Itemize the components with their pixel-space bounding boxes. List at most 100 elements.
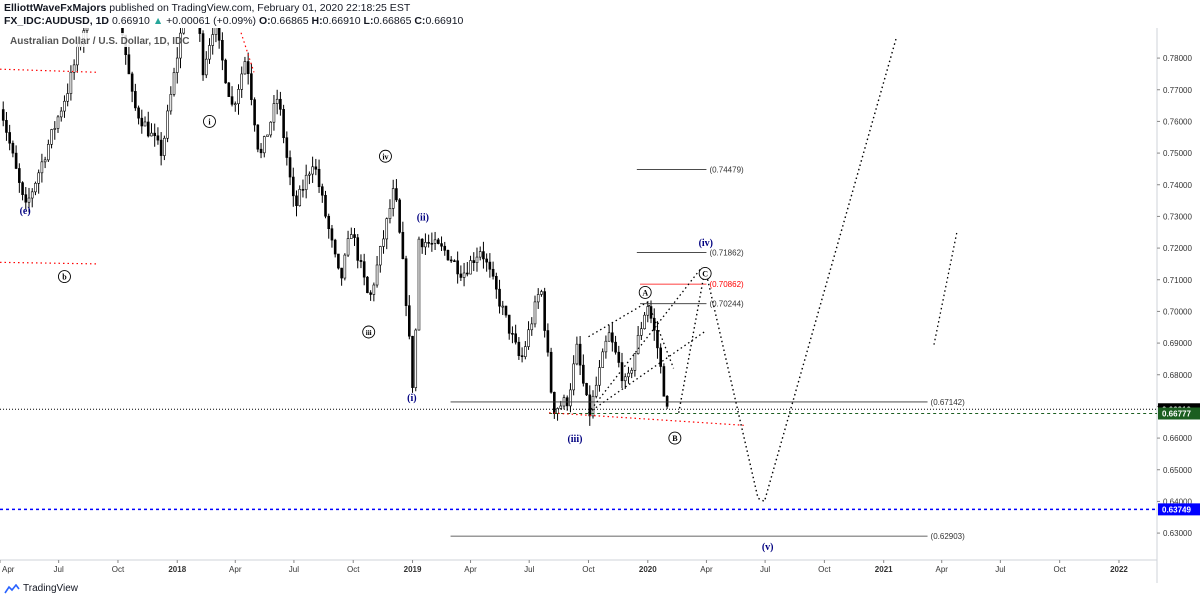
price-tag-label: 0.66777 — [1162, 409, 1191, 418]
x-tick-label: Apr — [700, 565, 713, 574]
candle-body — [221, 39, 224, 61]
drawings-layer: (0.74479) (0.71862) (0.70862) (0.70244) (0.6… — [0, 32, 1157, 541]
candle-body — [501, 305, 505, 308]
x-tick-label: 2021 — [875, 565, 893, 574]
candle-body — [295, 195, 298, 207]
close-label: C: — [414, 15, 426, 27]
candle-body — [382, 238, 385, 247]
price-chart[interactable]: (0.74479) (0.71862) (0.70862) (0.70244) (0.6… — [0, 28, 1200, 583]
candle-body — [559, 405, 563, 409]
candle-body — [250, 73, 253, 100]
y-tick-label: 0.71000 — [1163, 276, 1192, 285]
wave-label: B — [672, 434, 678, 443]
candle-body — [462, 272, 466, 278]
candle-body — [349, 234, 353, 239]
x-tick-label: Apr — [464, 565, 477, 574]
candle-body — [475, 256, 479, 263]
wedge-upper-line — [587, 266, 703, 414]
candle-body — [398, 199, 401, 233]
candle-body — [66, 93, 69, 102]
candle-body — [230, 96, 234, 105]
candle-body — [527, 329, 530, 347]
open-value: 0.66865 — [270, 15, 309, 27]
candle-body — [314, 166, 318, 170]
time-axis[interactable]: Apr Jul Oct 2018 Apr Jul Oct 2019 Apr Jul Oct 2020 A… — [0, 560, 1128, 574]
candle-body — [40, 161, 44, 174]
candle-body — [340, 267, 343, 279]
candle-body — [652, 318, 656, 331]
low-label: L: — [363, 15, 374, 27]
candle-body — [591, 395, 595, 417]
candle-body — [69, 71, 73, 94]
candle-body — [163, 137, 166, 156]
change-arrow-icon: ▲ — [152, 15, 164, 27]
lower-trend-line — [549, 412, 746, 427]
level-label: (0.70862) — [709, 280, 744, 289]
candle-body — [640, 328, 643, 336]
candle-body — [404, 258, 408, 306]
wave-label-circle — [203, 114, 216, 128]
x-tick-label: Oct — [112, 565, 125, 574]
y-tick-label: 0.66000 — [1163, 434, 1192, 443]
candle-body — [643, 314, 646, 330]
alt-projection-line — [933, 230, 958, 345]
candle-body — [385, 218, 389, 240]
open-label: O: — [258, 15, 271, 27]
y-tick-label: 0.76000 — [1163, 117, 1192, 126]
candle-body — [649, 306, 653, 319]
candle-body — [620, 362, 624, 382]
candle-body — [285, 137, 289, 158]
wave-label: (ii) — [417, 212, 429, 223]
price-axis[interactable]: 0.78000 0.77000 0.76000 0.75000 0.74000 0.730… — [1157, 54, 1192, 538]
candle-body — [378, 246, 382, 266]
author-name[interactable]: ElliottWaveFxMajors — [4, 2, 107, 14]
candle-body — [63, 100, 66, 112]
plot-area[interactable] — [0, 28, 1157, 560]
candle-body — [156, 135, 160, 141]
candle-body — [72, 64, 76, 73]
candle-body — [466, 272, 469, 275]
candle-body — [134, 91, 137, 109]
candle-body — [598, 367, 601, 386]
candle-body — [324, 194, 327, 217]
y-tick-label: 0.65000 — [1163, 466, 1192, 475]
candle-body — [514, 333, 517, 343]
x-tick-label: Apr — [2, 565, 15, 574]
candle-body — [8, 132, 11, 144]
publish-info: published on TradingView.com, February 0… — [109, 2, 411, 14]
candle-body — [356, 237, 360, 261]
wave-label: C — [702, 269, 708, 278]
candle-body — [140, 117, 144, 127]
candle-body — [495, 276, 498, 290]
y-tick-label: 0.77000 — [1163, 86, 1192, 95]
candle-body — [553, 391, 556, 414]
candle-body — [246, 61, 250, 74]
candle-body — [224, 59, 227, 84]
price-change: +0.00061 (+0.09%) — [166, 15, 257, 27]
candle-body — [85, 28, 89, 31]
candle-body — [459, 273, 463, 278]
wave-label-circle — [668, 431, 682, 445]
candle-body — [256, 124, 260, 150]
candle-body — [636, 335, 640, 354]
candle-body — [208, 45, 211, 60]
footer-brand: TradingView — [4, 583, 78, 594]
x-tick-label: Jul — [760, 565, 770, 574]
candle-body — [137, 107, 140, 119]
candle-body — [53, 128, 57, 130]
level-label: (0.62903) — [931, 532, 966, 541]
candle-body — [301, 189, 305, 191]
candle-body — [130, 73, 134, 92]
candle-body — [427, 242, 430, 244]
candle-body — [182, 28, 186, 34]
candle-body — [169, 94, 173, 112]
y-tick-label: 0.63000 — [1163, 529, 1192, 538]
x-tick-label: Apr — [229, 565, 242, 574]
candle-body — [520, 355, 524, 357]
wave-label: (e) — [20, 206, 31, 217]
footer-brand-text[interactable]: TradingView — [23, 583, 79, 594]
candle-body — [24, 194, 28, 203]
y-tick-label: 0.73000 — [1163, 212, 1192, 221]
candle-body — [569, 389, 572, 407]
candle-body — [291, 176, 295, 197]
